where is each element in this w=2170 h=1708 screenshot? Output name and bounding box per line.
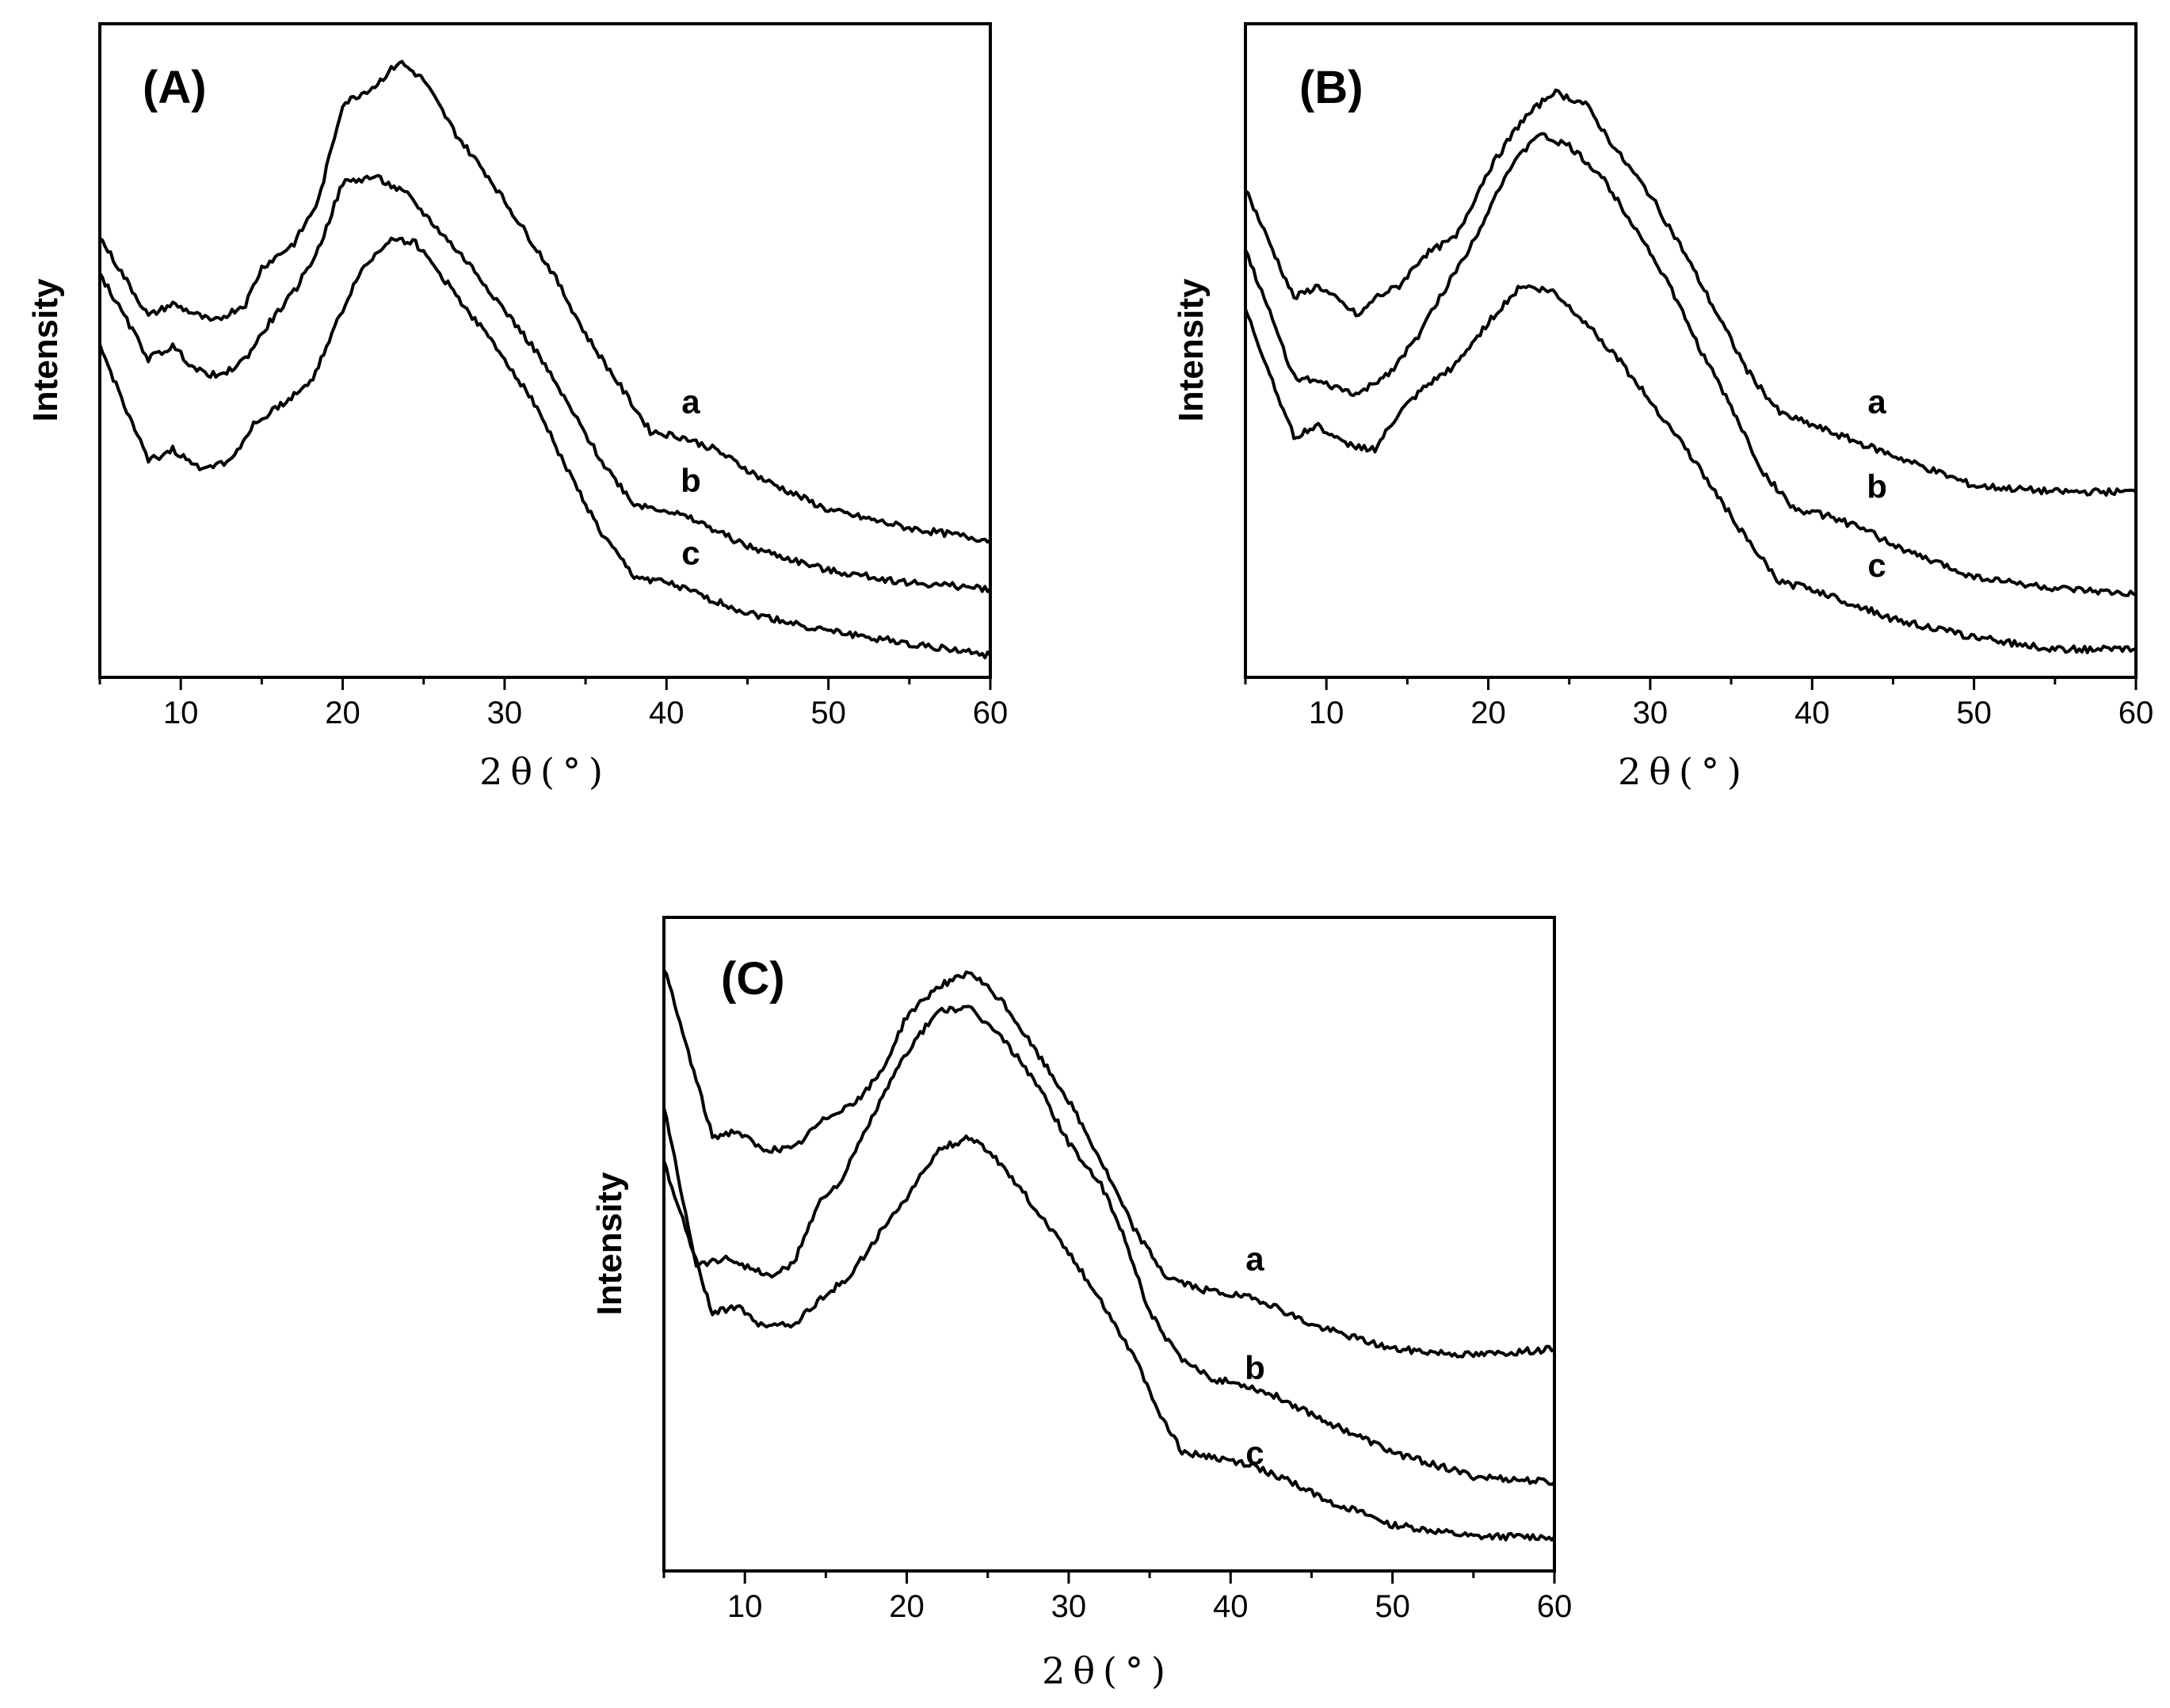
panel-b-series-b-line	[1244, 132, 2137, 597]
panel-a-series-c-line	[98, 236, 992, 660]
panel-a-x-tick-label-20: 20	[325, 696, 360, 730]
panel-b-series-a-line	[1244, 88, 2137, 497]
panel-b-x-tick-label-10: 10	[1309, 696, 1344, 730]
panel-a-series-a-line	[98, 59, 992, 544]
panel-b-series-b-label: b	[1867, 467, 1887, 505]
panel-c-x-tick-label-30: 30	[1051, 1589, 1087, 1624]
panel-b-x-axis-title: 2θ(°)	[1618, 750, 1749, 793]
panel-b-series-c-line	[1244, 284, 2137, 654]
panel-c-series-b-label: b	[1245, 1349, 1265, 1386]
panel-a-y-axis-title: Intensity	[26, 278, 65, 421]
panel-b-x-tick-label-30: 30	[1633, 696, 1668, 730]
panel-c-series-c-label: c	[1245, 1434, 1264, 1471]
panel-b-x-tick-label-60: 60	[2119, 696, 2154, 730]
panel-b-series-c-label: c	[1867, 547, 1886, 584]
panel-b-label: (B)	[1299, 62, 1363, 113]
panel-a: (A) Intensity 2θ(°) 10 20 30 40 50 60 a bc	[26, 22, 1009, 793]
panel-c-x-tick-label-60: 60	[1537, 1589, 1573, 1624]
panel-b-x-tick-label-20: 20	[1470, 696, 1506, 730]
panel-c-x-axis-title: 2θ(°)	[1042, 1649, 1173, 1692]
panel-c: (C) Intensity 2θ(°) 10 20 30 40 50 60 a b c	[590, 916, 1573, 1692]
panel-a-series-b-label: b	[681, 462, 701, 499]
panel-a-x-tick-label-10: 10	[163, 696, 199, 730]
panel-c-x-tick-label-20: 20	[889, 1589, 925, 1624]
panel-c-series-a-label: a	[1245, 1240, 1264, 1277]
panel-b: (B) Intensity 2θ(°) 10 20 30 40 50 60 a b c	[1172, 22, 2154, 793]
panel-b-series-a-label: a	[1867, 383, 1886, 420]
panel-a-x-tick-label-60: 60	[973, 696, 1009, 730]
panel-b-x-tick-label-40: 40	[1794, 696, 1830, 730]
panel-c-series-c-line	[662, 1134, 1556, 1542]
panel-a-series-c-label: c	[681, 535, 700, 572]
panel-b-y-axis-title: Intensity	[1172, 278, 1211, 421]
panel-a-x-tick-label-50: 50	[810, 696, 846, 730]
panel-a-x-axis-title: 2θ(°)	[479, 750, 611, 793]
panel-b-frame	[1244, 22, 2138, 679]
panel-a-x-tick-label-30: 30	[487, 696, 523, 730]
panel-c-frame	[662, 916, 1556, 1573]
panel-c-y-axis-title: Intensity	[590, 1172, 629, 1315]
panel-b-x-tick-label-50: 50	[1956, 696, 1992, 730]
panel-c-label: (C)	[721, 953, 785, 1005]
panel-c-x-tick-label-10: 10	[727, 1589, 763, 1624]
panel-c-x-tick-label-40: 40	[1213, 1589, 1249, 1624]
panel-c-series-b-line	[662, 1005, 1556, 1486]
panel-a-series-a-label: a	[681, 383, 700, 420]
panel-a-x-tick-label-40: 40	[649, 696, 685, 730]
panel-a-label: (A)	[143, 62, 207, 113]
panel-a-series-b-line	[98, 173, 992, 593]
panel-a-frame	[98, 22, 992, 679]
panel-c-series-a-line	[662, 969, 1556, 1359]
panel-c-x-tick-label-50: 50	[1375, 1589, 1410, 1624]
